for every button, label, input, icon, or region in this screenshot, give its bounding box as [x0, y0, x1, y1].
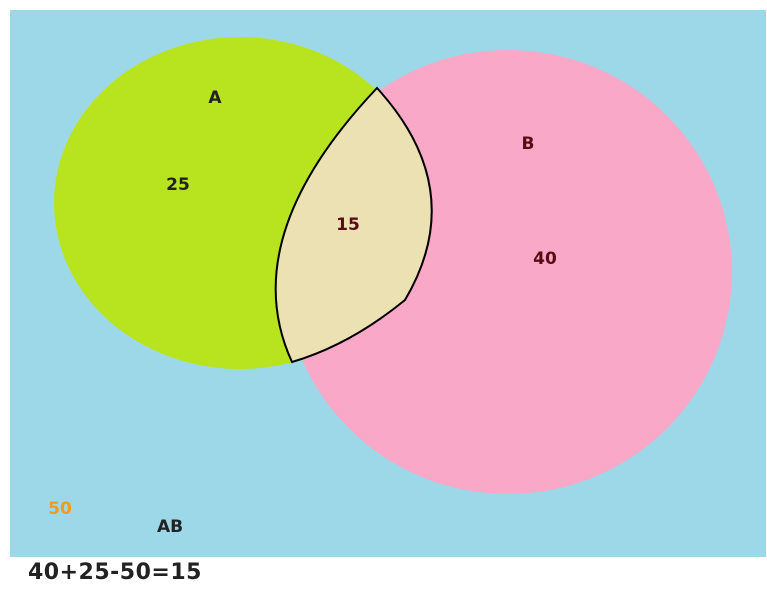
set-a-label: A [208, 88, 222, 108]
set-b-label: B [522, 134, 535, 154]
equation-text: 40+25-50=15 [28, 560, 202, 585]
outside-label: AB [157, 517, 183, 537]
intersection-value: 15 [336, 215, 360, 235]
outside-value: 50 [48, 499, 72, 519]
venn-diagram: A 25 15 B 40 50 AB [10, 10, 766, 557]
set-a-only-value: 25 [166, 175, 190, 195]
set-b-only-value: 40 [533, 249, 557, 269]
intersection-region [274, 86, 433, 364]
